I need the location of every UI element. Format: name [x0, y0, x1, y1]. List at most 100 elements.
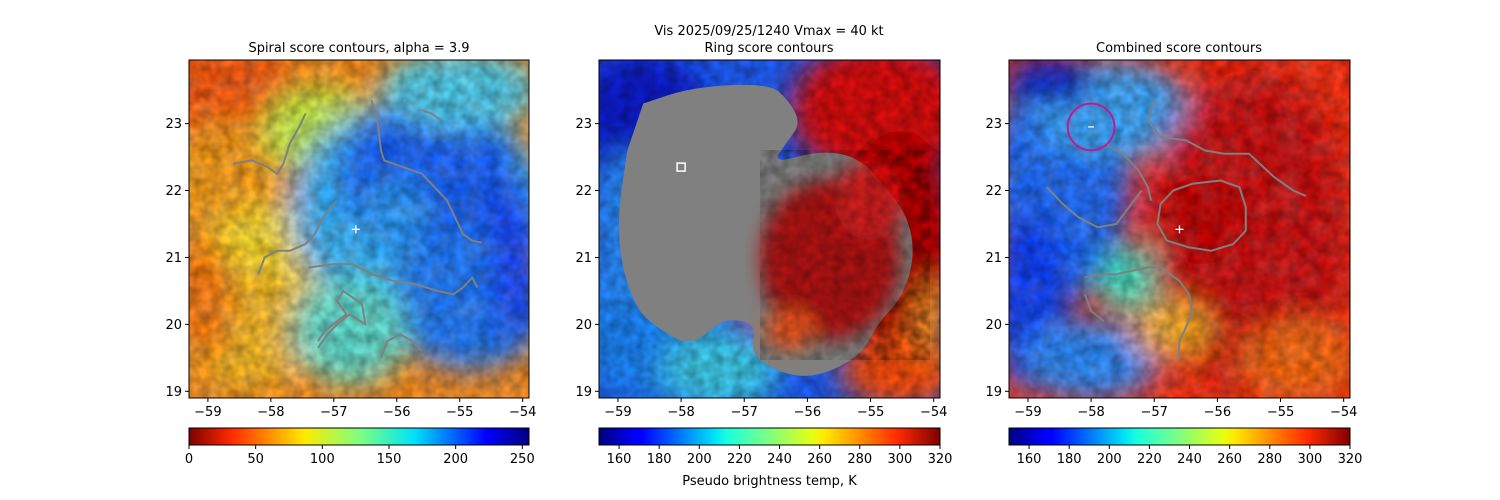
spiral-y-axis: 19 20 21 22 23	[165, 117, 189, 400]
ring-ytick-label: 21	[575, 251, 592, 266]
combined-colorbar: 160 180 200 220 240 260 280 300 320	[1008, 427, 1363, 467]
spiral-contour-line	[380, 333, 423, 359]
spiral-colorbar-tick-label: 100	[310, 452, 335, 467]
combined-contours	[1046, 99, 1307, 362]
combined-axes-frame	[1008, 59, 1351, 399]
ring-colorbar-tick-label: 200	[687, 452, 712, 467]
combined-image	[1009, 60, 1350, 398]
ring-colorbar-bar	[598, 427, 941, 446]
combined-ytick-label: 21	[985, 251, 1002, 266]
ring-ytick-label: 22	[575, 184, 592, 199]
combined-ytick-label: 20	[985, 318, 1002, 333]
combined-contour-line	[1084, 266, 1194, 362]
combined-colorbar-tick-label: 220	[1137, 452, 1162, 467]
spiral-xtick-label: −56	[383, 405, 410, 420]
combined-xtick-label: −55	[1267, 405, 1294, 420]
combined-xtick-label: −56	[1204, 405, 1231, 420]
combined-contour-line	[1083, 293, 1105, 322]
spiral-xtick-label: −58	[257, 405, 284, 420]
combined-xtick-label: −58	[1077, 405, 1104, 420]
ring-xtick-label: −56	[794, 405, 821, 420]
combined-colorbar-tick-label: 160	[1017, 452, 1042, 467]
combined-ytick-label: 22	[985, 184, 1002, 199]
combined-ytick-label: 19	[985, 385, 1002, 400]
spiral-colorbar-tick-label: 50	[247, 452, 264, 467]
spiral-axes-frame	[188, 59, 530, 399]
spiral-contour-line	[308, 263, 479, 296]
candidate-circle	[1066, 102, 1116, 152]
spiral-contour-line	[421, 109, 442, 122]
ring-colorbar-tick-label: 280	[847, 452, 872, 467]
ring-ytick-label: 20	[575, 318, 592, 333]
spiral-xtick-label: −54	[509, 405, 536, 420]
combined-colorbar-tick-label: 180	[1057, 452, 1082, 467]
ring-colorbar-tick-label: 320	[928, 452, 953, 467]
spiral-ytick-label: 23	[165, 117, 182, 132]
combined-contour-line	[1156, 179, 1247, 252]
ring-y-axis: 19 20 21 22 23	[575, 117, 599, 400]
ring-ytick-label: 19	[575, 385, 592, 400]
combined-contour-line	[1103, 142, 1153, 201]
ring-panel: Ring score contours	[575, 41, 953, 489]
square-marker	[676, 162, 686, 172]
spiral-contour-line	[232, 113, 307, 175]
spiral-xtick-label: −55	[446, 405, 473, 420]
spiral-markers	[351, 225, 360, 234]
combined-colorbar-tick-label: 320	[1338, 452, 1363, 467]
spiral-x-axis: −59 −58 −57 −56 −55 −54	[194, 398, 536, 420]
ring-image	[599, 60, 940, 398]
ring-axes-frame	[598, 59, 941, 399]
spiral-xtick-label: −57	[320, 405, 347, 420]
spiral-xtick-label: −59	[194, 405, 221, 420]
spiral-panel: Spiral score contours, alpha = 3.9	[165, 41, 536, 467]
ring-colorbar-tick-label: 180	[647, 452, 672, 467]
spiral-colorbar-tick-label: 150	[377, 452, 402, 467]
combined-colorbar-bar	[1008, 427, 1351, 446]
spiral-contour-line	[317, 289, 367, 349]
ring-markers	[676, 162, 686, 172]
spiral-contours	[232, 99, 483, 359]
ring-colorbar-tick-label: 240	[767, 452, 792, 467]
ring-xtick-label: −57	[731, 405, 758, 420]
combined-markers	[1066, 102, 1184, 234]
ring-panel-title: Ring score contours	[704, 41, 833, 56]
ring-xtick-label: −54	[920, 405, 947, 420]
spiral-colorbar-tick-label: 0	[185, 452, 193, 467]
combined-panel-title: Combined score contours	[1096, 41, 1262, 56]
ring-colorbar: 160 180 200 220 240 260 280 300 320 Pseudo bright…	[598, 427, 953, 489]
combined-contour-line	[1046, 186, 1143, 229]
ring-colorbar-tick-label: 260	[807, 452, 832, 467]
combined-xtick-label: −59	[1014, 405, 1041, 420]
ring-x-axis: −59 −58 −57 −56 −55 −54	[604, 398, 947, 420]
combined-x-axis: −59 −58 −57 −56 −55 −54	[1014, 398, 1357, 420]
spiral-colorbar-tick-label: 250	[510, 452, 535, 467]
spiral-colorbar-tick-label: 200	[443, 452, 468, 467]
spiral-ytick-label: 20	[165, 318, 182, 333]
ring-xtick-label: −58	[667, 405, 694, 420]
combined-colorbar-tick-label: 260	[1217, 452, 1242, 467]
combined-xtick-label: −57	[1141, 405, 1168, 420]
spiral-ytick-label: 22	[165, 184, 182, 199]
combined-colorbar-tick-label: 280	[1257, 452, 1282, 467]
spiral-contour-line	[257, 199, 338, 275]
combined-colorbar-tick-label: 240	[1177, 452, 1202, 467]
combined-contour-line	[1146, 99, 1307, 197]
combined-colorbar-tick-label: 200	[1097, 452, 1122, 467]
combined-panel: Combined score contours −59 −58 −57 −56 −55−…	[985, 41, 1362, 467]
spiral-contour-line	[370, 99, 483, 244]
spiral-image	[189, 60, 529, 398]
ring-xtick-label: −59	[604, 405, 631, 420]
spiral-colorbar-bar	[188, 427, 530, 446]
combined-y-axis: 19 20 21 22 23	[985, 117, 1009, 400]
ring-colorbar-tick-label: 220	[727, 452, 752, 467]
combined-ytick-label: 23	[985, 117, 1002, 132]
figure-suptitle: Vis 2025/09/25/1240 Vmax = 40 kt	[654, 24, 883, 39]
spiral-ytick-label: 21	[165, 251, 182, 266]
ring-colorbar-label: Pseudo brightness temp, K	[682, 474, 857, 489]
ring-colorbar-tick-label: 160	[607, 452, 632, 467]
spiral-colorbar: 0 50 100 150 200 250	[185, 427, 535, 467]
ring-colorbar-tick-label: 300	[887, 452, 912, 467]
spiral-ytick-label: 19	[165, 385, 182, 400]
combined-colorbar-tick-label: 300	[1297, 452, 1322, 467]
